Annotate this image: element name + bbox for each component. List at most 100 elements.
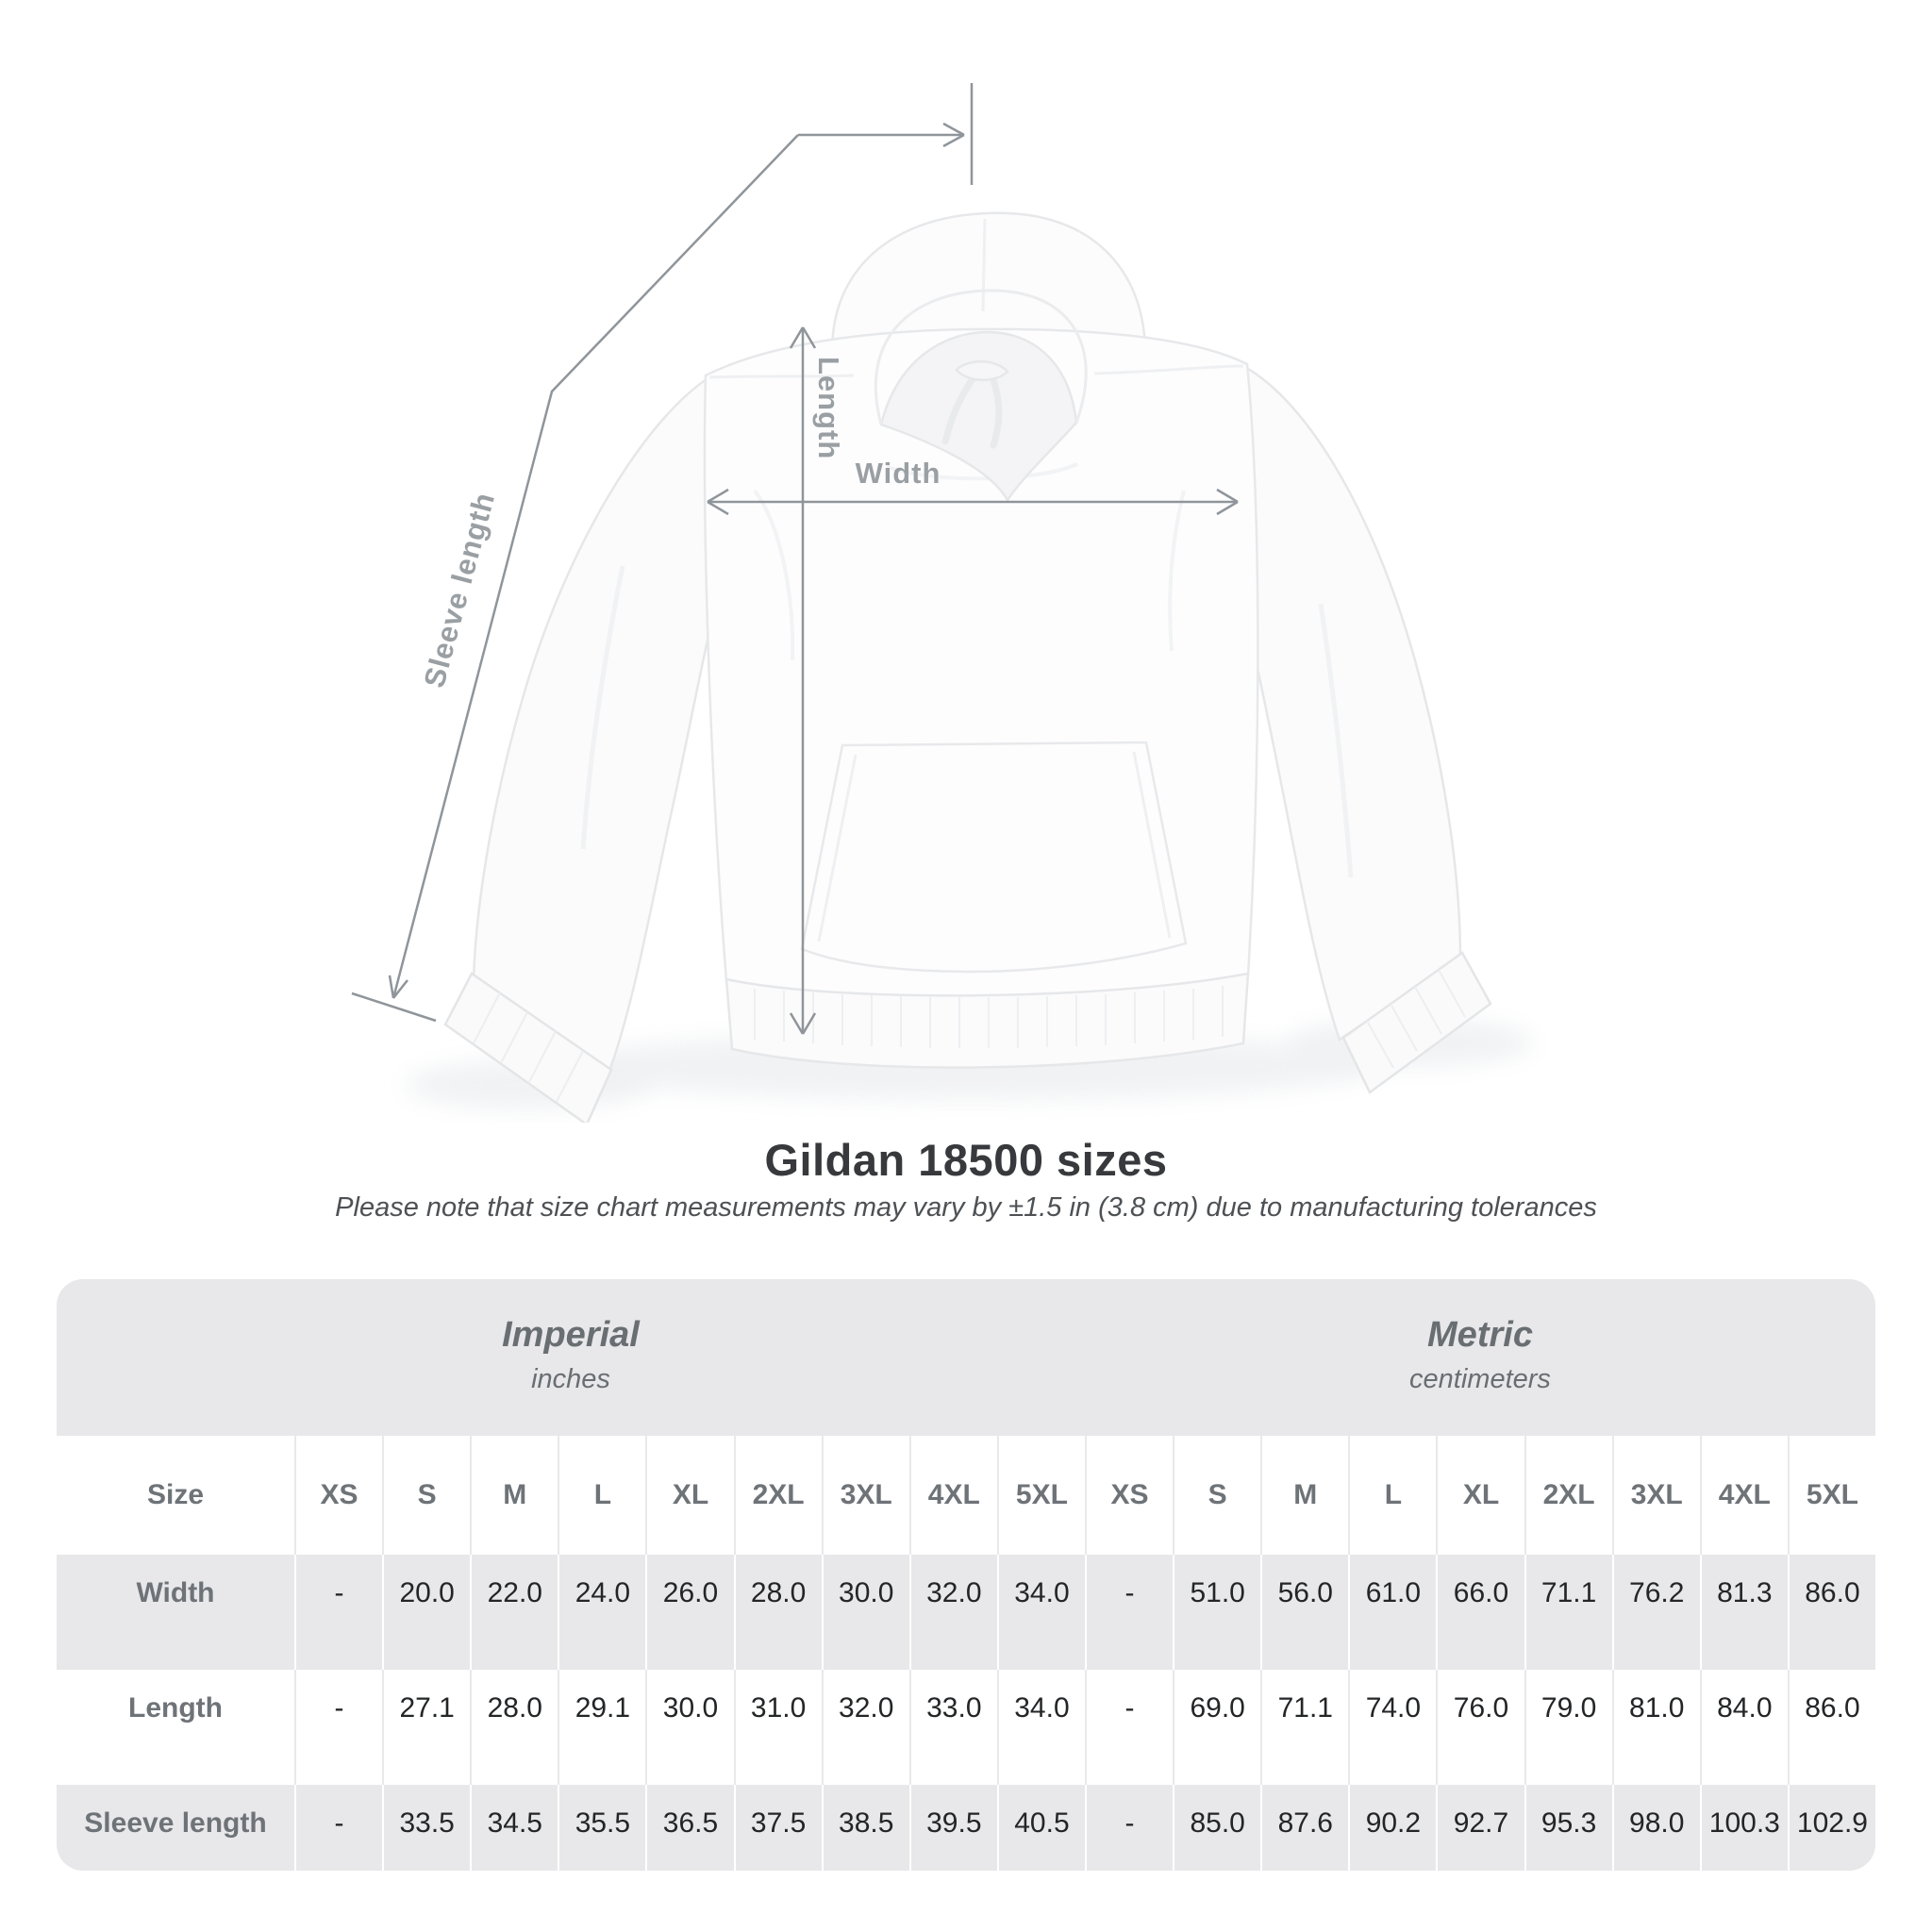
table-cell: 34.0 (996, 1555, 1085, 1670)
table-cell: 79.0 (1524, 1670, 1612, 1785)
table-cell: 24.0 (558, 1555, 646, 1670)
imperial-group-header: Imperial inches (57, 1279, 1085, 1436)
table-cell: - (1085, 1785, 1174, 1871)
table-cell: 39.5 (908, 1785, 997, 1871)
table-cell: - (294, 1670, 382, 1785)
size-col-header: M (470, 1436, 558, 1555)
table-cell: 86.0 (1787, 1555, 1875, 1670)
table-cell: 90.2 (1348, 1785, 1437, 1871)
table-cell: 40.5 (996, 1785, 1085, 1871)
table-cell: 34.0 (996, 1670, 1085, 1785)
size-col-header: 4XL (1699, 1436, 1788, 1555)
table-cell: 29.1 (558, 1670, 645, 1785)
width-label: Width (856, 457, 941, 490)
size-col-header: S (1173, 1436, 1260, 1555)
sleeve-length-arrow (351, 83, 974, 1023)
table-cell: 61.0 (1348, 1555, 1437, 1670)
sleeve-length-label: Sleeve length (417, 489, 501, 691)
size-col-header: M (1260, 1436, 1348, 1555)
table-cell: 74.0 (1348, 1670, 1436, 1785)
table-cell: 26.0 (645, 1555, 734, 1670)
table-cell: 28.0 (470, 1670, 558, 1785)
table-cell: 86.0 (1787, 1670, 1875, 1785)
table-cell: 32.0 (908, 1555, 997, 1670)
hoodie-left-cuff (443, 972, 613, 1123)
size-table: Imperial inches Metric centimeters Size … (57, 1279, 1875, 1871)
table-cell: 100.3 (1699, 1785, 1788, 1871)
size-col-header: 3XL (1611, 1436, 1700, 1555)
table-cell: 76.0 (1436, 1670, 1524, 1785)
size-col-header: 2XL (733, 1436, 822, 1555)
hoodie-measurement-diagram: Length Width Sleeve length (351, 83, 1533, 1123)
table-cell: 38.5 (821, 1785, 909, 1871)
table-cell: 36.5 (645, 1785, 734, 1871)
size-col-header: 5XL (1787, 1436, 1875, 1555)
table-cell: 37.5 (733, 1785, 822, 1871)
length-arrow (789, 326, 817, 1035)
table-cell: 95.3 (1524, 1785, 1612, 1871)
table-cell: 33.0 (908, 1670, 997, 1785)
size-col-header: L (558, 1436, 645, 1555)
table-cell: 34.5 (470, 1785, 558, 1871)
row-label-sleeve-length: Sleeve length (57, 1785, 294, 1871)
table-cell: 81.0 (1611, 1670, 1700, 1785)
size-col-header: XS (294, 1436, 382, 1555)
hoodie-hood-opening (879, 330, 1078, 503)
size-col-header: XL (645, 1436, 733, 1555)
measurement-annotations (351, 83, 1239, 1035)
table-cell: 35.5 (558, 1785, 646, 1871)
tolerance-note: Please note that size chart measurements… (335, 1192, 1597, 1223)
row-label-width: Width (57, 1555, 294, 1670)
table-cell: - (294, 1785, 383, 1871)
table-cell: 84.0 (1699, 1670, 1788, 1785)
table-cell: 69.0 (1173, 1670, 1260, 1785)
hoodie-illustration (406, 211, 1533, 1123)
hoodie-hem-band (724, 972, 1250, 1069)
table-cell: - (1085, 1670, 1173, 1785)
size-col-header: XL (1436, 1436, 1524, 1555)
table-cell: 98.0 (1611, 1785, 1700, 1871)
table-cell: - (294, 1555, 383, 1670)
hoodie-drawstrings (941, 374, 1003, 449)
size-column-header: Size (146, 1479, 205, 1510)
size-col-header: L (1348, 1436, 1436, 1555)
size-col-header: 5XL (996, 1436, 1085, 1555)
table-cell: 66.0 (1436, 1555, 1524, 1670)
table-cell: 28.0 (733, 1555, 822, 1670)
table-cell: 31.0 (733, 1670, 822, 1785)
table-cell: 87.6 (1260, 1785, 1349, 1871)
table-cell: 71.1 (1260, 1670, 1348, 1785)
size-col-header: 3XL (821, 1436, 909, 1555)
imperial-group-unit: inches (531, 1363, 610, 1394)
hoodie-pocket (800, 741, 1188, 974)
imperial-group-name: Imperial (502, 1314, 640, 1355)
table-cell: 32.0 (821, 1670, 909, 1785)
hoodie-right-cuff (1341, 951, 1492, 1094)
size-col-header: 2XL (1524, 1436, 1612, 1555)
width-arrow (707, 488, 1239, 516)
page-title: Gildan 18500 sizes (764, 1135, 1168, 1185)
metric-group-name: Metric (1427, 1314, 1533, 1355)
length-label: Length (812, 357, 845, 459)
table-cell: 71.1 (1524, 1555, 1612, 1670)
table-cell: 81.3 (1699, 1555, 1788, 1670)
size-col-header: 4XL (908, 1436, 997, 1555)
table-cell: 85.0 (1173, 1785, 1261, 1871)
table-cell: 27.1 (382, 1670, 470, 1785)
metric-group-header: Metric centimeters (1085, 1279, 1875, 1436)
size-col-header: S (382, 1436, 470, 1555)
table-cell: 102.9 (1787, 1785, 1875, 1871)
table-cell: 76.2 (1611, 1555, 1700, 1670)
size-col-header: XS (1085, 1436, 1173, 1555)
table-cell: 30.0 (645, 1670, 733, 1785)
table-cell: 51.0 (1173, 1555, 1261, 1670)
table-cell: 56.0 (1260, 1555, 1349, 1670)
row-label-length: Length (128, 1692, 223, 1724)
table-cell: 20.0 (382, 1555, 471, 1670)
table-cell: - (1085, 1555, 1174, 1670)
table-cell: 22.0 (470, 1555, 558, 1670)
table-cell: 30.0 (821, 1555, 909, 1670)
table-cell: 92.7 (1436, 1785, 1524, 1871)
hoodie-left-sleeve (472, 375, 738, 1075)
